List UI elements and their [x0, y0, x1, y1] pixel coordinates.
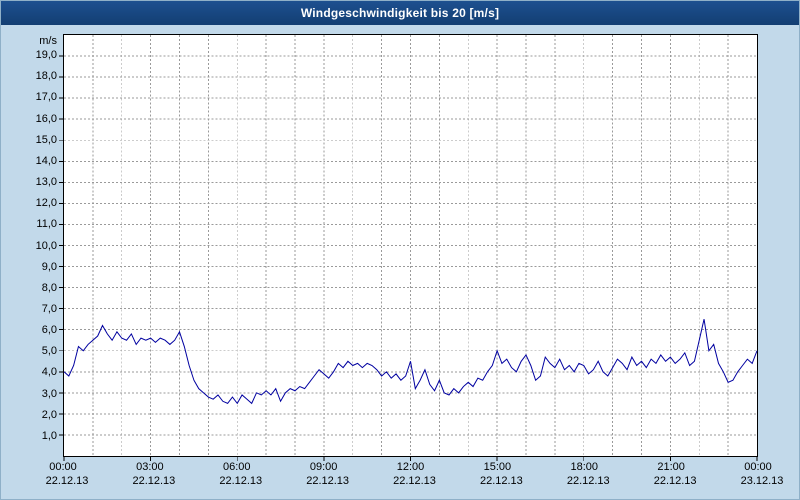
- y-axis-unit-label: m/s: [39, 35, 57, 47]
- y-tick-label: 18,0: [35, 70, 57, 83]
- y-tick-label: 17,0: [35, 91, 57, 104]
- y-tick-label: 3,0: [41, 387, 57, 400]
- y-tick-label: 15,0: [35, 133, 57, 146]
- x-tick-label: 03:00 22.12.13: [124, 460, 175, 488]
- wind-speed-line: [63, 319, 758, 405]
- x-tick-date: 22.12.13: [45, 475, 89, 487]
- y-tick-label: 1,0: [41, 429, 57, 442]
- x-tick-date: 22.12.13: [653, 475, 697, 487]
- plot-area: [59, 34, 758, 461]
- x-tick-date: 22.12.13: [219, 475, 263, 487]
- x-tick-time: 21:00: [657, 461, 685, 473]
- chart-title: Windgeschwindigkeit bis 20 [m/s]: [300, 6, 500, 20]
- x-tick-time: 18:00: [570, 461, 599, 473]
- x-tick-label: 00:00 23.12.13: [733, 460, 784, 488]
- y-tick-label: 4,0: [41, 366, 57, 379]
- y-tick-label: 8,0: [41, 281, 57, 294]
- x-tick-time: 06:00: [222, 461, 251, 473]
- x-tick-time: 09:00: [309, 461, 338, 473]
- x-tick-label: 06:00 22.12.13: [211, 460, 262, 488]
- x-tick-date: 22.12.13: [306, 475, 350, 487]
- x-tick-time: 12:00: [396, 461, 425, 473]
- y-tick-label: 19,0: [35, 49, 57, 62]
- x-tick-date: 22.12.13: [566, 475, 610, 487]
- x-tick-label: 18:00 22.12.13: [559, 460, 610, 488]
- y-tick-label: 13,0: [35, 176, 57, 189]
- x-tick-label: 09:00 22.12.13: [298, 460, 349, 488]
- x-tick-date: 22.12.13: [393, 475, 436, 487]
- chart-svg: [59, 35, 758, 461]
- y-tick-label: 5,0: [41, 345, 57, 358]
- x-tick-date: 22.12.13: [479, 475, 523, 487]
- x-tick-label: 21:00 22.12.13: [646, 460, 697, 488]
- x-tick-time: 03:00: [136, 461, 164, 473]
- y-tick-label: 2,0: [41, 408, 57, 421]
- x-tick-time: 00:00: [49, 461, 77, 473]
- y-tick-label: 16,0: [35, 112, 57, 125]
- y-tick-label: 7,0: [41, 302, 57, 315]
- y-tick-label: 9,0: [41, 260, 57, 273]
- y-tick-label: 10,0: [35, 239, 57, 252]
- y-tick-label: 14,0: [35, 154, 57, 167]
- x-tick-label: 00:00 22.12.13: [38, 460, 89, 488]
- y-tick-label: 12,0: [35, 197, 57, 210]
- title-bar: Windgeschwindigkeit bis 20 [m/s]: [1, 1, 799, 25]
- x-tick-label: 12:00 22.12.13: [385, 460, 436, 488]
- y-tick-label: 11,0: [36, 218, 57, 231]
- x-tick-time: 00:00: [744, 461, 772, 473]
- y-tick-label: 6,0: [41, 324, 57, 337]
- x-tick-time: 15:00: [483, 461, 512, 473]
- x-tick-date: 23.12.13: [740, 475, 784, 487]
- x-tick-label: 15:00 22.12.13: [472, 460, 523, 488]
- x-tick-date: 22.12.13: [132, 475, 176, 487]
